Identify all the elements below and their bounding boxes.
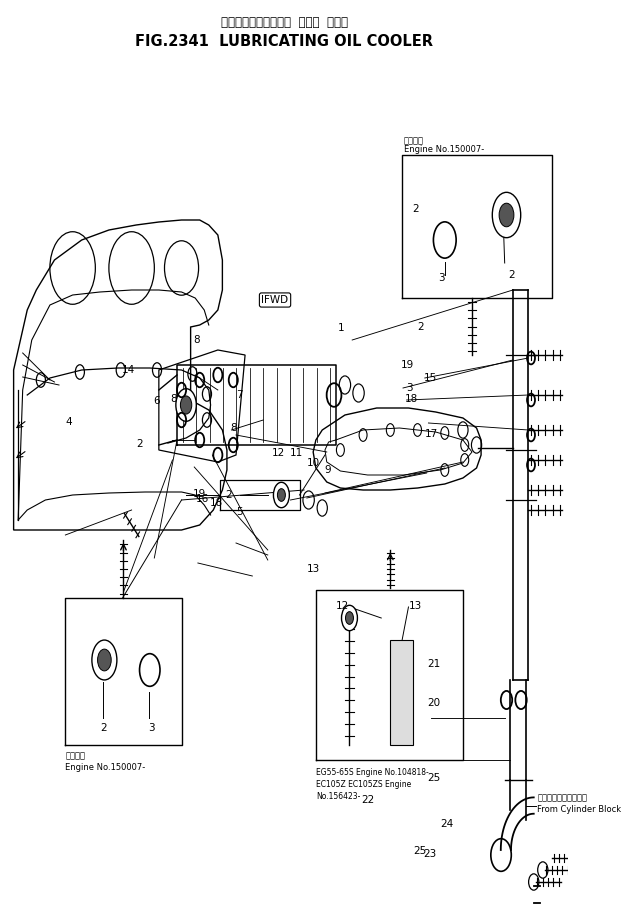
Text: 2: 2 (136, 439, 143, 450)
Text: 8: 8 (170, 394, 177, 405)
Text: 3: 3 (148, 723, 155, 733)
Text: 8: 8 (193, 335, 200, 346)
Text: 22: 22 (361, 795, 374, 805)
Circle shape (346, 611, 354, 624)
Text: 1: 1 (338, 323, 345, 334)
Circle shape (180, 396, 192, 414)
Circle shape (499, 203, 514, 227)
Circle shape (342, 605, 357, 630)
Bar (391, 640, 413, 745)
Text: 13: 13 (409, 601, 422, 611)
Text: 3: 3 (406, 383, 413, 394)
Text: No.156423-: No.156423- (316, 792, 360, 801)
Text: 3: 3 (438, 273, 445, 283)
Text: 21: 21 (428, 658, 441, 669)
Text: 20: 20 (428, 697, 441, 708)
Text: IFWD: IFWD (262, 295, 289, 305)
Circle shape (277, 489, 285, 502)
Text: 2: 2 (412, 203, 419, 214)
Text: 14: 14 (122, 365, 135, 375)
Text: 12: 12 (336, 601, 349, 611)
Text: 2: 2 (418, 321, 424, 332)
Circle shape (176, 389, 197, 422)
Text: 19: 19 (193, 489, 207, 500)
Text: 6: 6 (153, 395, 160, 406)
Text: 2: 2 (100, 723, 106, 733)
Text: 16: 16 (196, 493, 209, 504)
Text: 19: 19 (401, 359, 414, 370)
Text: 15: 15 (423, 373, 436, 384)
Text: FIG.2341  LUBRICATING OIL COOLER: FIG.2341 LUBRICATING OIL COOLER (135, 34, 433, 50)
Text: Engine No.150007-: Engine No.150007- (65, 763, 146, 772)
Text: 4: 4 (65, 416, 72, 427)
Text: 8: 8 (230, 423, 237, 434)
Text: From Cylinder Block: From Cylinder Block (537, 805, 622, 814)
Text: Engine No.150007-: Engine No.150007- (404, 145, 484, 154)
Text: 18: 18 (210, 498, 223, 509)
Text: 11: 11 (290, 448, 303, 459)
Text: 13: 13 (307, 563, 320, 574)
Text: 2: 2 (508, 270, 515, 280)
Text: 7: 7 (236, 389, 242, 400)
Text: 適用番号: 適用番号 (65, 751, 85, 760)
Circle shape (92, 640, 117, 680)
Text: 18: 18 (404, 394, 418, 405)
Text: 25: 25 (414, 845, 427, 856)
Text: EG55-65S Engine No.104818-: EG55-65S Engine No.104818- (316, 768, 429, 777)
Text: 5: 5 (236, 507, 242, 518)
Circle shape (274, 483, 289, 508)
Text: 9: 9 (324, 464, 331, 475)
Text: 適用番号: 適用番号 (404, 136, 424, 145)
Text: 17: 17 (425, 428, 438, 439)
Circle shape (492, 192, 521, 238)
Circle shape (98, 649, 111, 671)
Text: 25: 25 (428, 773, 441, 784)
Text: 2: 2 (225, 490, 232, 500)
Text: 12: 12 (272, 448, 285, 459)
Text: ルーブリケーティング  オイル  クーラ: ルーブリケーティング オイル クーラ (220, 15, 347, 28)
Text: 24: 24 (440, 818, 454, 829)
Text: 23: 23 (423, 849, 436, 860)
Text: シリンダブロックから: シリンダブロックから (537, 793, 587, 802)
Text: EC105Z EC105ZS Engine: EC105Z EC105ZS Engine (316, 780, 411, 789)
Text: 10: 10 (307, 457, 320, 468)
